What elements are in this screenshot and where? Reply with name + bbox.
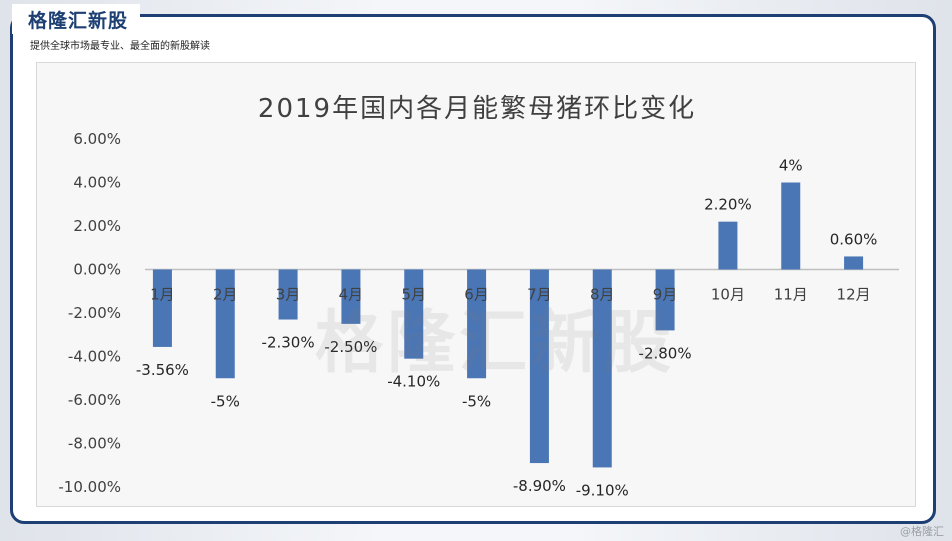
chart-title: 2019年国内各月能繁母猪环比变化 bbox=[258, 94, 696, 124]
bar bbox=[152, 269, 172, 347]
x-tick-label: 12月 bbox=[837, 286, 871, 304]
y-tick-label: 2.00% bbox=[73, 217, 121, 235]
x-tick-label: 4月 bbox=[339, 286, 364, 304]
y-tick-label: -10.00% bbox=[58, 478, 121, 496]
x-tick-label: 7月 bbox=[527, 286, 552, 304]
x-tick-label: 1月 bbox=[150, 286, 175, 304]
data-label: -2.80% bbox=[639, 344, 692, 362]
x-tick-label: 6月 bbox=[464, 286, 489, 304]
brand-box bbox=[12, 4, 140, 34]
bar-chart: 2019年国内各月能繁母猪环比变化 6.00% 4.00% 2.00% 0.00% -2.… bbox=[58, 94, 899, 501]
corner-watermark: @格隆汇 bbox=[900, 525, 944, 538]
brand-title: 格隆汇新股 bbox=[28, 10, 129, 32]
data-label: 2.20% bbox=[704, 196, 752, 214]
x-tick-label: 10月 bbox=[711, 286, 745, 304]
bar bbox=[529, 269, 549, 464]
bar bbox=[215, 269, 235, 379]
bar bbox=[467, 269, 487, 379]
bar bbox=[718, 221, 738, 270]
bar bbox=[341, 269, 361, 324]
bar bbox=[404, 269, 424, 359]
y-tick-label: 6.00% bbox=[73, 130, 121, 148]
x-tick-label: 11月 bbox=[774, 286, 808, 304]
data-label: -4.10% bbox=[387, 373, 440, 391]
brand-subtitle: 提供全球市场最专业、最全面的新股解读 bbox=[30, 41, 210, 52]
y-tick-label: 4.00% bbox=[73, 174, 121, 192]
x-tick-label: 3月 bbox=[276, 286, 301, 304]
y-tick-label: -4.00% bbox=[68, 348, 121, 366]
bar bbox=[278, 269, 298, 320]
bar bbox=[781, 182, 801, 270]
data-label: -5% bbox=[462, 392, 491, 410]
x-tick-label: 8月 bbox=[590, 286, 615, 304]
y-tick-label: -6.00% bbox=[68, 391, 121, 409]
data-label: -9.10% bbox=[576, 481, 629, 499]
data-label: -5% bbox=[211, 392, 240, 410]
y-tick-label: -2.00% bbox=[68, 304, 121, 322]
data-label: -3.56% bbox=[136, 361, 189, 379]
bar bbox=[592, 269, 612, 468]
bar bbox=[655, 269, 675, 331]
y-tick-label: 0.00% bbox=[73, 261, 121, 279]
data-label: -8.90% bbox=[513, 477, 566, 495]
x-tick-label: 9月 bbox=[653, 286, 678, 304]
bar bbox=[844, 256, 864, 270]
x-tick-label: 5月 bbox=[401, 286, 426, 304]
data-label: 4% bbox=[779, 157, 803, 175]
y-tick-label: -8.00% bbox=[68, 435, 121, 453]
chart-panel: 2019年国内各月能繁母猪环比变化 6.00% 4.00% 2.00% 0.00% -2.… bbox=[36, 62, 916, 507]
data-label: -2.50% bbox=[324, 338, 377, 356]
x-tick-label: 2月 bbox=[213, 286, 238, 304]
data-label: 0.60% bbox=[830, 230, 878, 248]
data-label: -2.30% bbox=[262, 334, 315, 352]
